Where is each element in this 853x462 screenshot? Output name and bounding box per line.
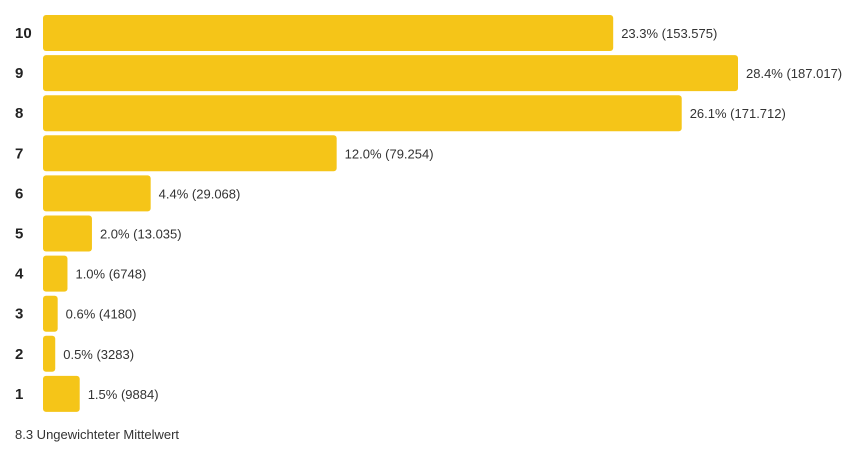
rating-label-10: 10 (15, 25, 32, 42)
unweighted-mean-label: 8.3 Ungewichteter Mittelwert (15, 427, 180, 442)
value-label-9: 28.4% (187.017) (746, 66, 842, 81)
rating-label-4: 4 (15, 266, 24, 283)
value-label-6: 4.4% (29.068) (159, 186, 241, 201)
bar-rating-8 (43, 95, 682, 132)
value-label-1: 1.5% (9884) (88, 387, 159, 402)
value-label-3: 0.6% (4180) (66, 307, 137, 322)
value-label-4: 1.0% (6748) (75, 267, 146, 282)
bar-rating-2 (43, 335, 56, 372)
value-label-2: 0.5% (3283) (63, 347, 134, 362)
bar-rating-7 (43, 135, 337, 172)
value-label-8: 26.1% (171.712) (690, 106, 786, 121)
rating-label-2: 2 (15, 346, 23, 363)
value-label-10: 23.3% (153.575) (621, 26, 717, 41)
bar-rating-5 (43, 215, 92, 252)
rating-label-1: 1 (15, 386, 23, 403)
bar-rating-4 (43, 255, 68, 292)
value-label-7: 12.0% (79.254) (345, 146, 434, 161)
rating-label-9: 9 (15, 65, 23, 82)
bar-rating-3 (43, 295, 58, 332)
bar-rating-9 (43, 55, 738, 92)
rating-label-8: 8 (15, 105, 23, 122)
rating-label-6: 6 (15, 185, 23, 202)
bar-rating-10 (43, 15, 614, 51)
value-label-5: 2.0% (13.035) (100, 227, 182, 242)
rating-label-3: 3 (15, 306, 23, 323)
rating-label-5: 5 (15, 226, 23, 243)
rating-label-7: 7 (15, 145, 23, 162)
bar-rating-6 (43, 175, 151, 212)
bar-rating-1 (43, 375, 80, 412)
